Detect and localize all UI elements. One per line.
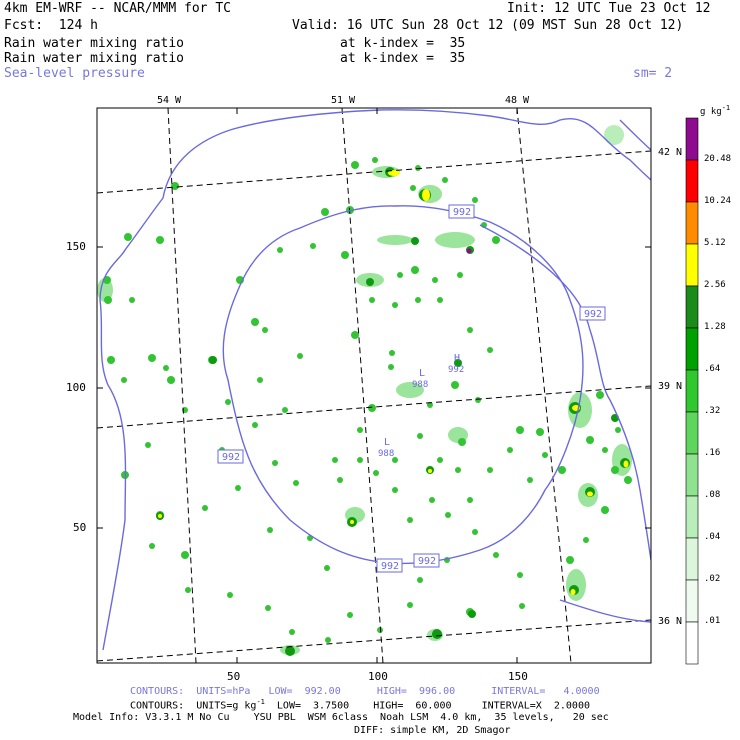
field-2-name: Rain water mixing ratio	[4, 51, 185, 66]
colorbar-label: 20.48	[704, 154, 732, 164]
colorbar-label: .64	[704, 364, 721, 374]
field-2-level: at k-index = 35	[340, 51, 466, 66]
init-time: Init: 12 UTC Tue 23 Oct 12	[507, 1, 711, 16]
colorbar-label: .04	[704, 532, 721, 542]
field-1-level: at k-index = 35	[340, 36, 466, 51]
contours-rain: CONTOURS: UNITS=g kg-1 LOW= 3.7500 HIGH=…	[130, 698, 590, 712]
colorbar-label: 2.56	[704, 280, 726, 290]
pressure-center-type: H	[454, 353, 460, 364]
pressure-center-value: 992	[448, 365, 464, 375]
lon-label-54w: 54 W	[157, 95, 182, 106]
colorbar-band	[685, 243, 699, 287]
colorbar-label: 1.28	[704, 322, 726, 332]
lon-label-48w: 48 W	[505, 95, 530, 106]
colorbar-band	[685, 621, 699, 665]
lat-label-39n: 39 N	[658, 381, 683, 392]
contour-label: 992	[381, 561, 399, 572]
colorbar-label: .32	[704, 406, 721, 416]
colorbar-band	[685, 159, 699, 203]
x-tick-100: 100	[368, 670, 388, 683]
lat-label-42n: 42 N	[658, 147, 683, 158]
colorbar-band	[685, 579, 699, 623]
field-1-name: Rain water mixing ratio	[4, 36, 185, 51]
color-bar	[685, 117, 699, 665]
contour-label: 992	[222, 452, 240, 463]
colorbar-label: .16	[704, 448, 721, 458]
plot-frame	[96, 107, 652, 664]
x-tick-150: 150	[508, 670, 528, 683]
colorbar-label: .02	[704, 574, 721, 584]
y-tick-100: 100	[66, 381, 86, 394]
lon-label-51w: 51 W	[331, 95, 356, 106]
pressure-center-type: L	[419, 368, 425, 379]
colorbar-band	[685, 411, 699, 455]
colorbar-band	[685, 495, 699, 539]
lat-label-36n: 36 N	[658, 616, 683, 627]
field-3-name: Sea-level pressure	[4, 66, 145, 81]
colorbar-label: .01	[704, 616, 721, 626]
y-tick-150: 150	[66, 240, 86, 253]
colorbar-band	[685, 285, 699, 329]
graticule	[97, 108, 651, 663]
colorbar-label: 10.24	[704, 196, 732, 206]
contours-slp: CONTOURS: UNITS=hPa LOW= 992.00 HIGH= 99…	[130, 686, 600, 697]
colorbar-label: 5.12	[704, 238, 726, 248]
colorbar-band	[685, 537, 699, 581]
x-tick-50: 50	[227, 670, 241, 683]
pressure-center-value: 988	[378, 449, 394, 459]
frame-ticks	[97, 108, 651, 663]
y-tick-50: 50	[73, 521, 87, 534]
model-info: Model Info: V3.3.1 M No Cu YSU PBL WSM 6…	[73, 712, 609, 723]
contour-label: 992	[418, 556, 436, 567]
pressure-center-type: L	[384, 437, 390, 448]
colorbar-band	[685, 117, 699, 161]
colorbar-band	[685, 327, 699, 371]
colorbar-band	[685, 201, 699, 245]
colorbar-label: .08	[704, 490, 721, 500]
model-title: 4km EM-WRF -- NCAR/MMM for TC	[4, 1, 231, 16]
forecast-hour: Fcst: 124 h	[4, 18, 98, 33]
valid-time: Valid: 16 UTC Sun 28 Oct 12 (09 MST Sun …	[292, 18, 684, 33]
slp-contours	[99, 109, 651, 651]
colorbar-band	[685, 453, 699, 497]
pressure-center-value: 988	[412, 380, 428, 390]
colorbar-band	[685, 369, 699, 413]
rain-water-field	[97, 125, 632, 656]
colorbar-units: g kg-1	[700, 104, 731, 117]
smoothing-label: sm= 2	[633, 66, 673, 81]
diffusion-info: DIFF: simple KM, 2D Smagor	[354, 725, 511, 736]
contour-label: 992	[584, 309, 602, 320]
contour-label: 992	[453, 207, 471, 218]
